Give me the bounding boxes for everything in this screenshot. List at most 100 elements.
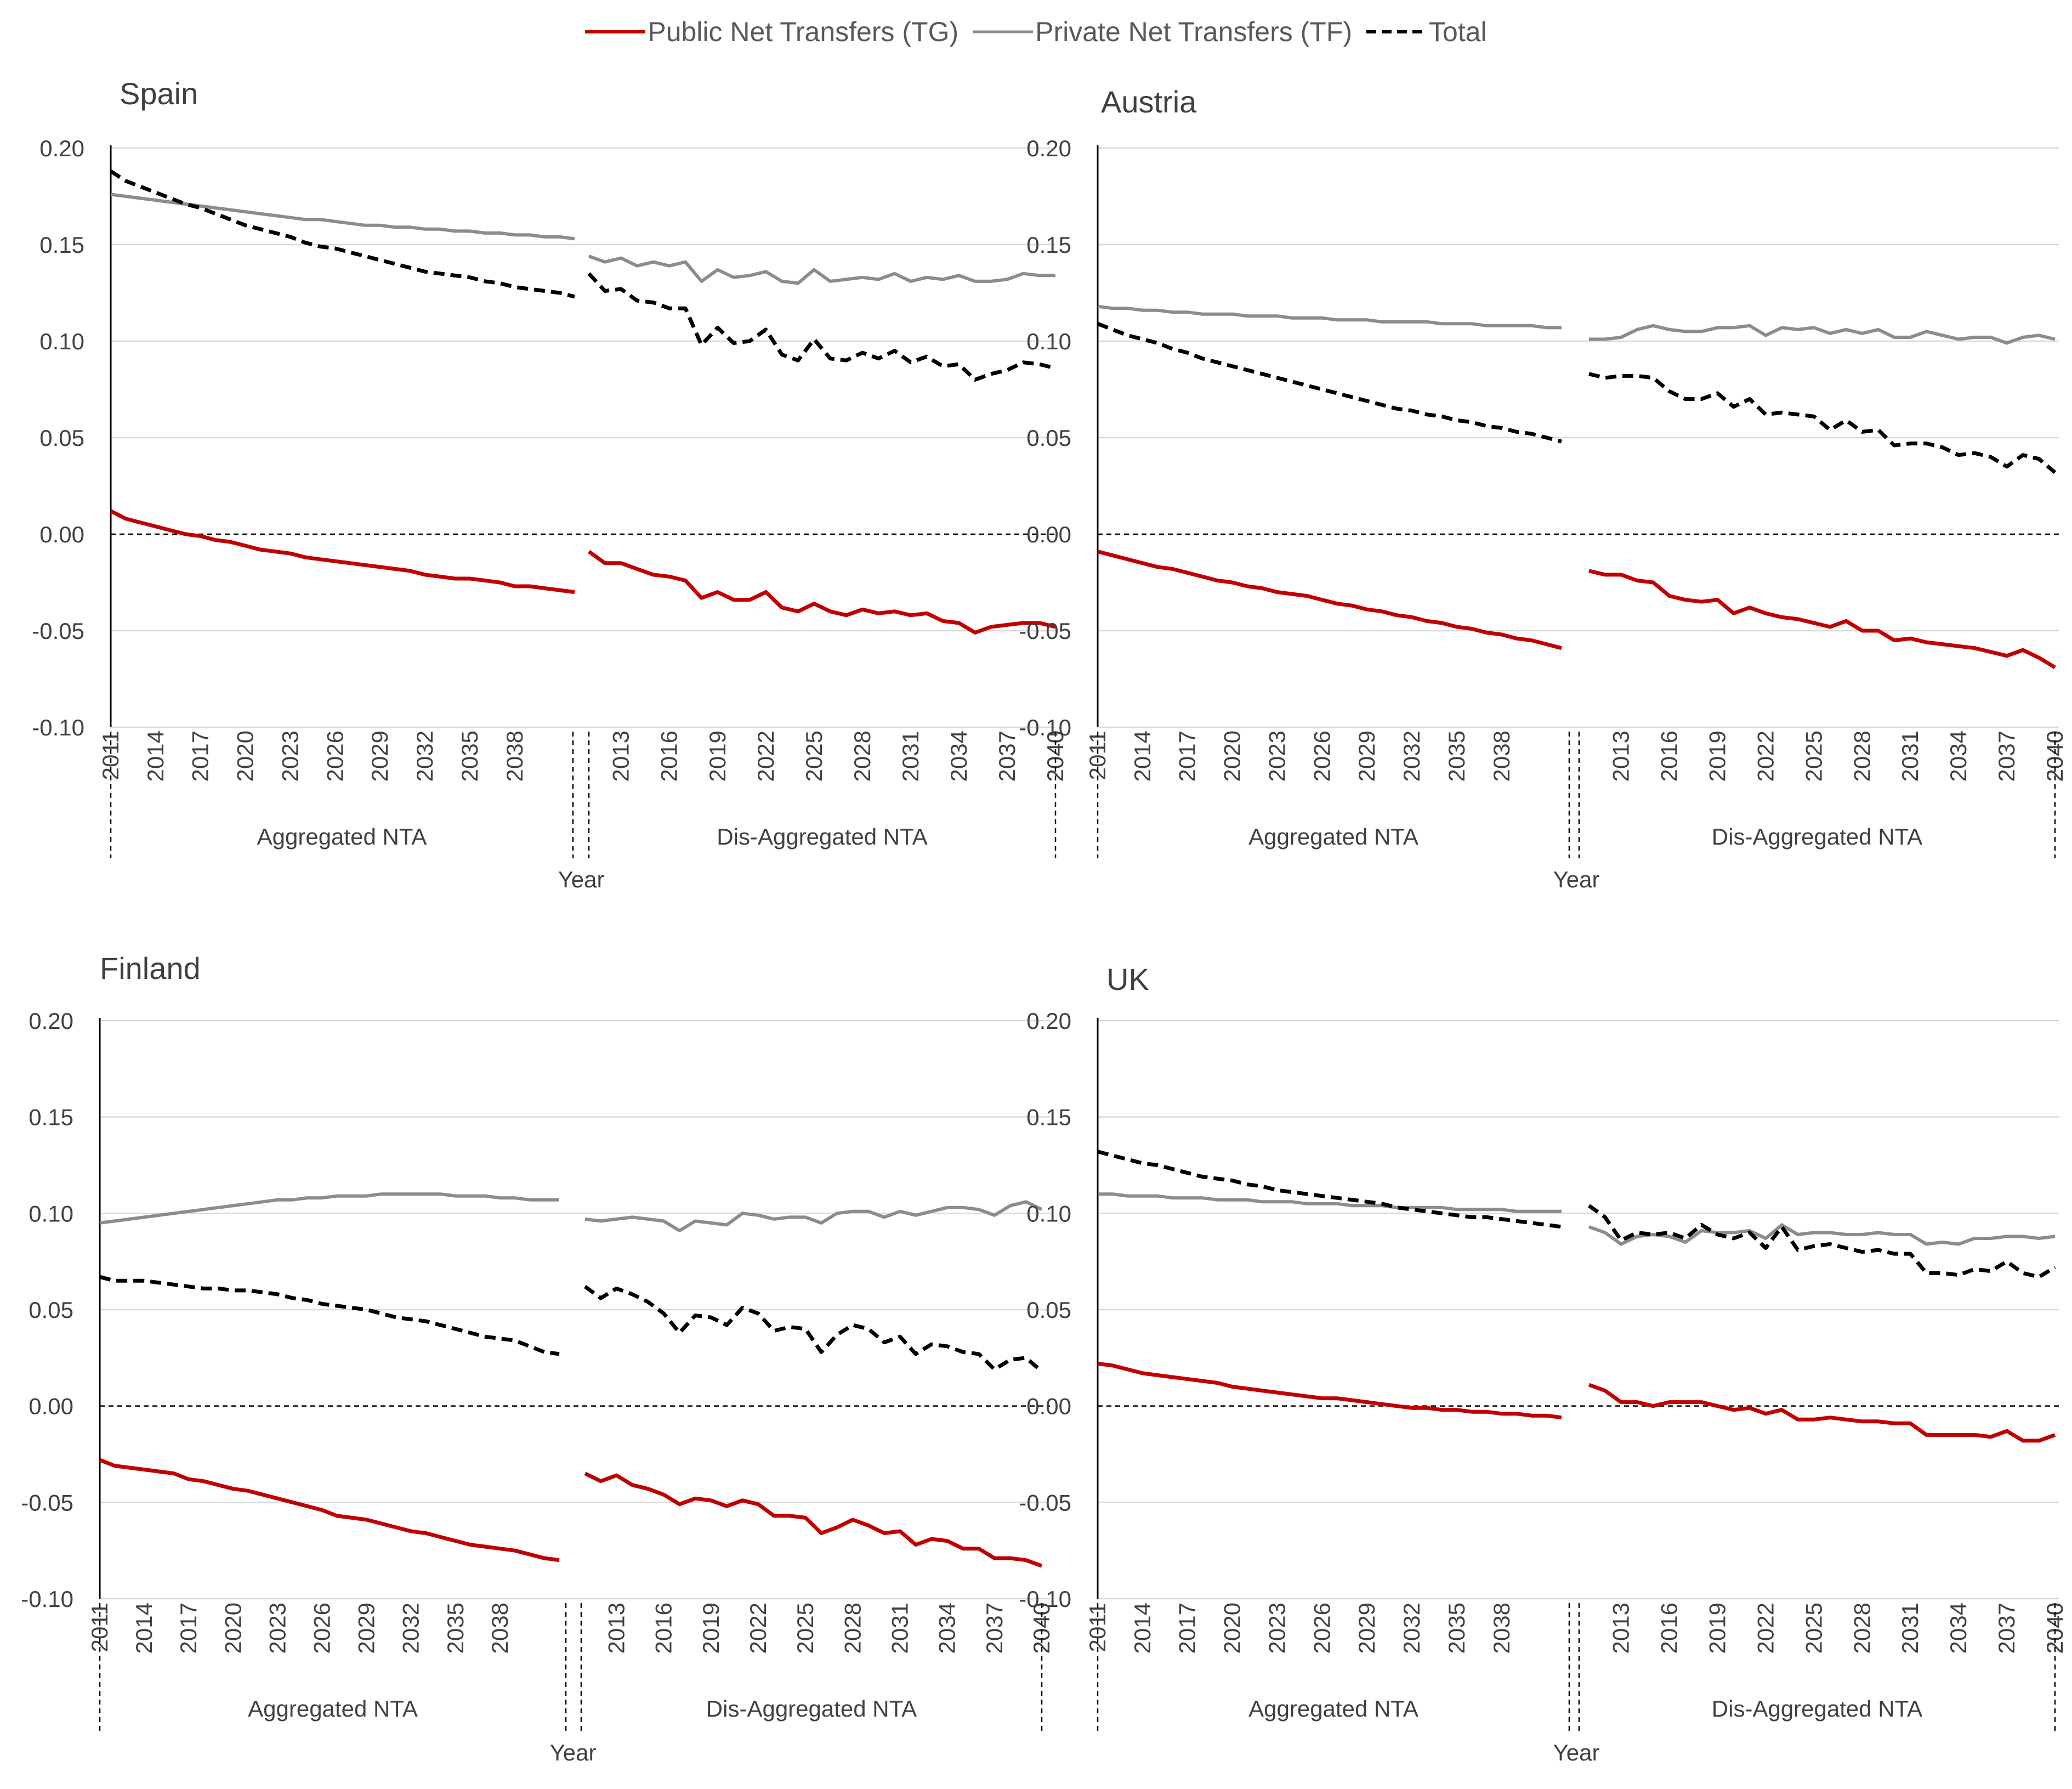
x-tick-label: 2019	[1704, 731, 1730, 782]
y-tick-label: 0.15	[29, 1105, 73, 1130]
x-tick-label: 2032	[412, 731, 438, 782]
y-tick-label: 0.15	[39, 232, 84, 258]
x-tick-label: 2025	[1801, 731, 1826, 782]
x-tick-label: 2026	[309, 1603, 334, 1654]
x-tick-label: 2038	[1489, 1603, 1514, 1654]
series-public-aggregated	[1097, 550, 1562, 650]
group-label-aggregated: Aggregated NTA	[1248, 1696, 1418, 1722]
series-total-disaggregated	[587, 272, 1056, 382]
series-total-aggregated	[1097, 1150, 1562, 1229]
x-tick-label: 2025	[801, 731, 827, 782]
x-tick-label: 2016	[1656, 731, 1682, 782]
series-public-aggregated	[1097, 1361, 1562, 1420]
x-tick-label: 2038	[1489, 731, 1514, 782]
series-total-aggregated	[1097, 322, 1562, 444]
x-tick-label: 2031	[887, 1603, 912, 1654]
series-total-disaggregated	[583, 1284, 1043, 1373]
series-public-aggregated	[99, 1458, 560, 1562]
chart-title: Spain	[120, 76, 198, 111]
series-public-disaggregated	[1588, 1383, 2056, 1443]
chart-title: Austria	[1101, 84, 1197, 119]
group-label-disaggregated: Dis-Aggregated NTA	[1712, 1696, 1922, 1722]
chart-panel-spain: Spain 0.20 0.15 0.10 0.05 0.00 -0.05 -0.10 2011 2…	[32, 76, 1068, 892]
y-tick-label: 0.05	[1026, 1297, 1071, 1323]
y-tick-label: 0.05	[1026, 425, 1071, 451]
x-tick-label: 2031	[1897, 731, 1923, 782]
legend-item-total[interactable]: Total	[1366, 16, 1487, 48]
series-total-disaggregated	[1588, 372, 2057, 474]
y-tick-label: 0.20	[1026, 135, 1071, 161]
y-tick-label: 0.10	[1026, 1201, 1071, 1226]
x-tick-label: 2017	[1174, 731, 1200, 782]
legend-swatch-public	[585, 30, 646, 33]
x-tick-label: 2026	[1309, 1603, 1335, 1654]
series-private-aggregated	[99, 1192, 559, 1225]
group-label-aggregated: Aggregated NTA	[1248, 824, 1418, 850]
x-tick-label: 2034	[1945, 1603, 1971, 1654]
x-tick-label: 2037	[1994, 1603, 2019, 1654]
x-tick-label: 2040	[1042, 731, 1068, 782]
y-tick-label: 0.15	[1026, 232, 1071, 258]
legend-label-private: Private Net Transfers (TF)	[1035, 16, 1353, 47]
x-tick-label: 2029	[367, 731, 393, 782]
x-tick-label: 2026	[1309, 731, 1335, 782]
x-tick-label: 2011	[1085, 1603, 1110, 1652]
x-tick-label: 2014	[1129, 731, 1155, 782]
x-tick-label: 2022	[745, 1603, 771, 1654]
group-label-disaggregated: Dis-Aggregated NTA	[706, 1696, 917, 1722]
x-tick-label: 2040	[1029, 1603, 1054, 1654]
chart-panel-finland: Finland 0.20 0.15 0.10 0.05 0.00 -0.05 -0.10 201…	[21, 951, 1054, 1765]
x-tick-label: 2031	[1897, 1603, 1923, 1654]
x-tick-label: 2040	[2042, 731, 2068, 782]
group-label-aggregated: Aggregated NTA	[257, 824, 427, 850]
x-axis-label: Year	[550, 1740, 597, 1765]
series-public-disaggregated	[584, 1471, 1043, 1568]
y-tick-label: 0.10	[39, 329, 84, 354]
x-tick-label: 2011	[98, 731, 123, 780]
x-tick-label: 2016	[1656, 1603, 1682, 1654]
series-public-aggregated	[110, 509, 575, 595]
x-axis-label: Year	[1553, 867, 1600, 892]
legend-item-public[interactable]: Public Net Transfers (TG)	[585, 16, 958, 48]
x-tick-label: 2025	[792, 1603, 818, 1654]
y-tick-label: -0.10	[1019, 715, 1071, 740]
series-total-aggregated	[110, 169, 575, 299]
series-private-disaggregated	[584, 1200, 1043, 1232]
x-tick-label: 2028	[849, 731, 875, 782]
y-tick-label: 0.20	[1026, 1008, 1071, 1034]
x-tick-label: 2014	[131, 1603, 157, 1654]
x-tick-label: 2023	[277, 731, 303, 782]
x-axis-label: Year	[558, 867, 605, 892]
y-tick-label: 0.05	[39, 425, 84, 451]
x-tick-label: 2035	[1444, 1603, 1469, 1654]
x-tick-label: 2032	[1399, 731, 1424, 782]
legend-item-private[interactable]: Private Net Transfers (TF)	[973, 16, 1352, 48]
x-tick-label: 2035	[442, 1603, 468, 1654]
series-public-disaggregated	[587, 550, 1056, 635]
x-tick-label: 2040	[2042, 1603, 2068, 1654]
legend-swatch-private	[973, 30, 1034, 33]
y-tick-label: 0.20	[29, 1008, 73, 1034]
x-tick-label: 2029	[354, 1603, 379, 1654]
x-tick-label: 2017	[1174, 1603, 1200, 1654]
x-tick-label: 2019	[1704, 1603, 1730, 1654]
chart-panel-austria: Austria 0.20 0.15 0.10 0.05 0.00 -0.05 -0.10 201…	[1019, 84, 2068, 892]
x-tick-label: 2022	[1752, 1603, 1778, 1654]
x-tick-label: 2022	[753, 731, 779, 782]
series-total-aggregated	[99, 1275, 560, 1356]
series-private-aggregated	[1098, 1192, 1562, 1213]
series-private-disaggregated	[1588, 1223, 2056, 1246]
chart-title: Finland	[100, 951, 201, 986]
x-tick-label: 2017	[175, 1603, 201, 1654]
legend-label-public: Public Net Transfers (TG)	[648, 16, 959, 47]
y-tick-label: 0.10	[29, 1201, 73, 1226]
y-tick-label: 0.05	[29, 1297, 73, 1323]
group-label-aggregated: Aggregated NTA	[248, 1696, 418, 1722]
x-tick-label: 2040	[1042, 731, 1068, 782]
series-public-disaggregated	[1588, 569, 2056, 669]
x-tick-label: 2013	[1608, 1603, 1634, 1654]
chart-title: UK	[1106, 962, 1149, 997]
x-tick-label: 2035	[457, 731, 482, 782]
x-tick-label: 2013	[603, 1603, 629, 1654]
y-tick-label: 0.20	[39, 135, 84, 161]
